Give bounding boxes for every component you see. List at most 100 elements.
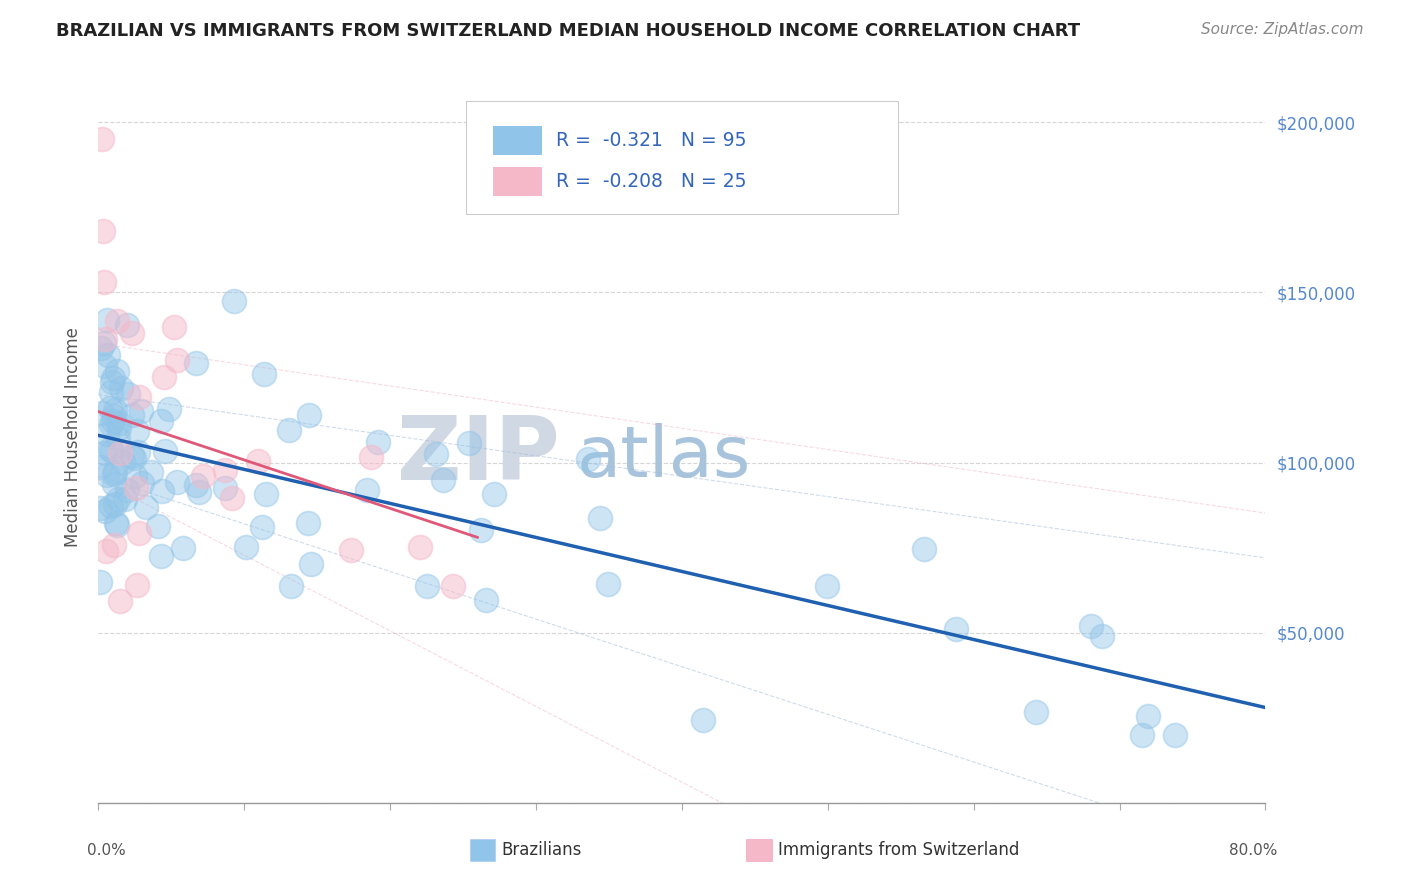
Point [141,465,163,479]
Point [153,369,176,384]
Text: BRAZILIAN VS IMMIGRANTS FROM SWITZERLAND MEDIAN HOUSEHOLD INCOME CORRELATION CHA: BRAZILIAN VS IMMIGRANTS FROM SWITZERLAND… [56,22,1080,40]
Point [166,353,188,368]
Point [101,371,124,385]
Point [129,403,152,417]
Point [157,402,180,417]
Point [127,445,149,459]
Bar [747,839,772,862]
Point [356,483,378,497]
Point [90,132,112,146]
FancyBboxPatch shape [465,101,898,214]
Point [278,423,301,437]
Point [409,540,432,554]
Point [91,406,114,420]
Point [235,540,257,554]
Point [254,487,277,501]
Point [484,486,506,500]
Point [297,516,319,530]
Point [124,468,146,483]
Point [122,450,145,465]
Point [93,359,115,373]
Point [912,541,935,556]
Point [692,713,714,727]
Text: R =  -0.208   N = 25: R = -0.208 N = 25 [555,172,747,191]
Point [110,381,132,395]
Point [425,447,447,461]
Point [103,477,125,491]
Point [91,224,114,238]
Point [93,446,115,460]
Point [89,500,111,515]
Text: R =  -0.321   N = 95: R = -0.321 N = 95 [555,131,747,151]
Point [93,335,115,350]
Point [105,364,128,378]
Point [360,450,382,464]
Point [596,577,619,591]
Point [117,483,139,497]
Point [457,435,479,450]
Point [121,409,143,423]
Bar [494,127,541,155]
Point [96,467,118,482]
Point [124,481,146,495]
Point [98,442,121,456]
Point [191,469,214,483]
Point [101,413,124,427]
Point [441,579,464,593]
Point [214,463,236,477]
Point [246,453,269,467]
Point [100,401,122,416]
Y-axis label: Median Household Income: Median Household Income [65,327,83,547]
Point [222,293,245,308]
Point [470,523,492,537]
Point [340,543,363,558]
Point [280,579,302,593]
Point [432,474,454,488]
Text: Immigrants from Switzerland: Immigrants from Switzerland [778,840,1019,859]
Point [104,403,127,417]
Point [298,408,321,422]
Point [1091,629,1114,643]
Point [111,455,134,469]
Point [1080,618,1102,632]
Point [108,594,131,608]
Point [103,467,125,481]
Point [125,577,148,591]
Point [103,409,125,423]
Point [416,579,439,593]
Point [166,475,188,490]
Point [94,504,117,518]
Point [108,417,131,431]
Text: Source: ZipAtlas.com: Source: ZipAtlas.com [1201,22,1364,37]
Point [815,579,838,593]
Point [149,549,172,563]
Point [100,499,122,513]
Point [101,443,124,458]
Point [89,341,111,355]
Point [128,526,150,541]
Point [94,332,117,346]
Bar [494,167,541,196]
Text: 0.0%: 0.0% [87,843,125,858]
Point [150,414,173,428]
Point [100,417,122,431]
Point [121,449,143,463]
Point [589,511,612,525]
Point [105,517,128,532]
Point [576,452,599,467]
Point [103,538,125,552]
Point [125,424,148,438]
Point [89,460,111,475]
Point [1164,728,1187,742]
Point [172,541,194,555]
Point [1136,709,1159,723]
Point [101,375,124,389]
Point [114,491,136,506]
Point [475,593,498,607]
Point [367,435,389,450]
Point [214,481,236,495]
Point [299,558,322,572]
Point [100,384,122,399]
Point [117,386,139,401]
Point [107,491,129,506]
